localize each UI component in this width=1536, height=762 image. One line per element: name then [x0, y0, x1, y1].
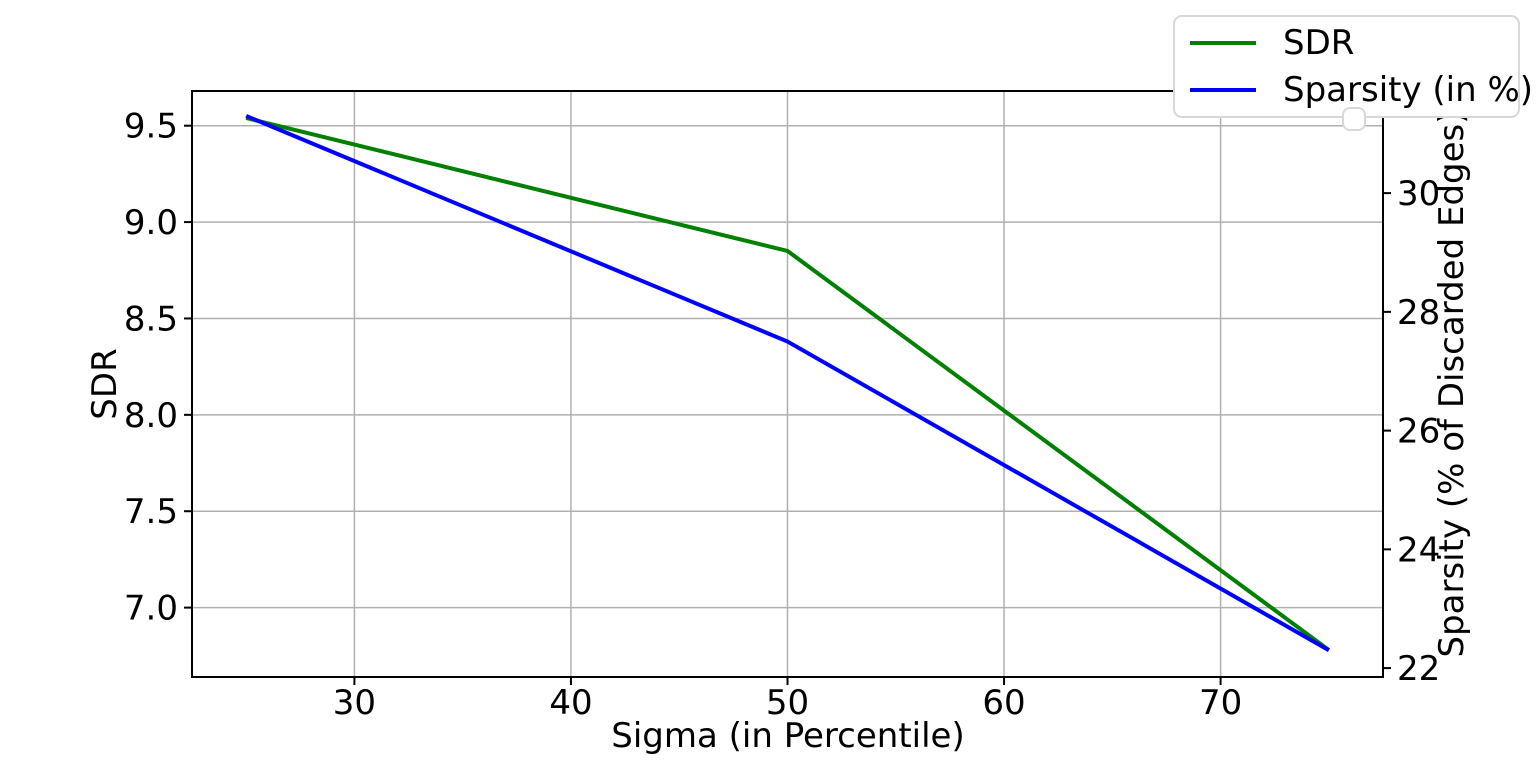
left-y-tick-label: 7.5: [124, 492, 178, 532]
sparsity-line-swatch: [1190, 87, 1256, 92]
legend-label-sparsity: Sparsity (in %): [1283, 69, 1534, 110]
legend-item-sparsity: Sparsity (in %): [1183, 68, 1533, 112]
right-y-tick-label: 30: [1397, 174, 1440, 214]
left-y-tick-label: 8.0: [124, 396, 178, 436]
x-tick-label: 70: [1199, 683, 1242, 723]
x-tick-label: 30: [333, 683, 376, 723]
sparsity-line: [245, 114, 1330, 653]
right-y-tick-label: 22: [1397, 649, 1440, 689]
left-y-tick-label: 7.0: [124, 589, 178, 629]
legend-label-sdr: SDR: [1283, 23, 1355, 64]
x-tick-label: 50: [766, 683, 809, 723]
legend: SDR Sparsity (in %): [1173, 15, 1533, 118]
legend-item-sdr: SDR: [1183, 21, 1510, 65]
left-y-tick-label: 9.5: [124, 107, 178, 147]
legend-corner-box: [1342, 107, 1366, 131]
right-y-tick-label: 24: [1397, 530, 1440, 570]
x-tick-label: 40: [549, 683, 592, 723]
left-y-tick-label: 8.5: [124, 299, 178, 339]
sdr-line-swatch: [1190, 41, 1256, 46]
right-y-axis-label: Sparsity (% of Discarded Edges): [1432, 110, 1472, 658]
right-y-tick-label: 26: [1397, 412, 1440, 452]
left-y-tick-label: 9.0: [124, 203, 178, 243]
sdr-line: [245, 116, 1331, 652]
x-tick-label: 60: [982, 683, 1025, 723]
x-axis-label: Sigma (in Percentile): [611, 716, 965, 756]
right-y-tick-label: 28: [1397, 293, 1440, 333]
left-y-axis-label: SDR: [85, 348, 125, 420]
